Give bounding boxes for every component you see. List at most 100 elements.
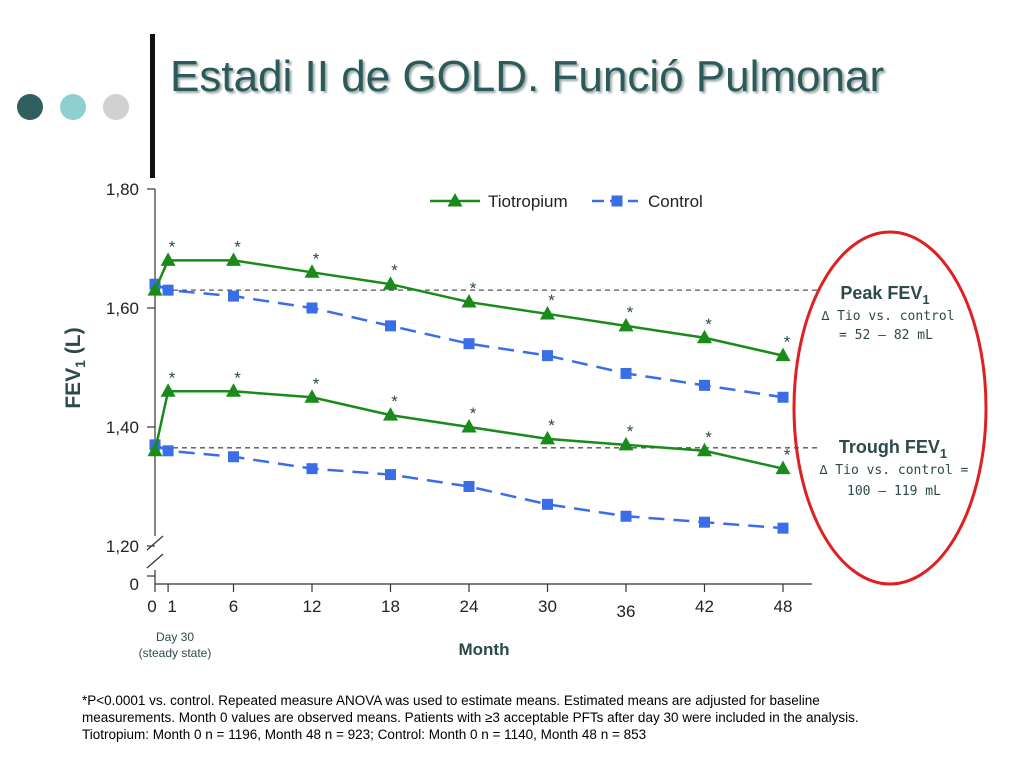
triangle-marker (226, 383, 241, 397)
triangle-marker (540, 305, 555, 320)
triangle-marker (447, 193, 463, 207)
significance-star: * (391, 392, 398, 411)
chart-series: * * * * * * * * * * * * * * * * * * (147, 237, 791, 534)
significance-star: * (313, 249, 320, 268)
significance-star: * (784, 446, 791, 465)
significance-star: * (470, 404, 477, 423)
series-ctrl_trough (149, 439, 789, 534)
footnote: *P<0.0001 vs. control. Repeated measure … (82, 692, 982, 743)
square-marker (777, 391, 789, 403)
title-divider (150, 34, 155, 178)
x-tick-label: 36 (617, 602, 636, 621)
footnote-line-3: Tiotropium: Month 0 n = 1196, Month 48 n… (82, 727, 647, 742)
x-tick-label: 1 (167, 597, 176, 616)
trough-fev1-title: Trough FEV1 (839, 437, 947, 461)
triangle-marker (697, 329, 712, 344)
slide-title: Estadi II de GOLD. Funció Pulmonar (170, 52, 885, 101)
square-marker (228, 290, 239, 302)
x-tick-label: 24 (460, 597, 479, 616)
significance-star: * (169, 237, 176, 256)
x-tick-label: 42 (695, 597, 714, 616)
square-marker (611, 195, 623, 207)
x-tick-label: 0 (147, 597, 156, 616)
chart-annotations: Peak FEV1 ∆ Tio vs. control = 52 – 82 mL Tr… (792, 230, 988, 586)
x-note-steady-state: (steady state) (139, 646, 212, 660)
y-axis-label: FEV1 (L) (62, 327, 88, 408)
series-line-ctrl_trough (154, 443, 784, 530)
triangle-marker (461, 294, 477, 308)
triangle-marker (618, 317, 634, 332)
square-marker (463, 338, 475, 350)
square-marker (162, 445, 174, 457)
square-marker (385, 320, 396, 332)
square-marker (463, 481, 475, 492)
chart-legend: Tiotropium Control (430, 192, 703, 211)
significance-star: * (470, 279, 477, 298)
x-tick-label: 12 (303, 597, 322, 616)
x-axis-label: Month (459, 640, 510, 659)
series-tio_peak: * * * * * * * * * (147, 237, 791, 362)
peak-delta-line2: = 52 – 82 mL (839, 328, 933, 343)
triangle-marker (160, 252, 176, 266)
x-tick-label: 30 (538, 597, 557, 616)
trough-delta-line1: ∆ Tio vs. control = (819, 463, 969, 478)
significance-star: * (169, 368, 176, 387)
footnote-line-2: measurements. Month 0 values are observe… (82, 710, 859, 725)
series-line-tio_trough (153, 390, 784, 470)
series-ctrl_peak (149, 278, 789, 403)
significance-star: * (627, 303, 634, 322)
y-tick-label: 1,60 (106, 299, 139, 318)
significance-star: * (234, 368, 241, 387)
square-marker (228, 451, 239, 463)
reference-lines (155, 289, 818, 449)
triangle-marker (147, 282, 163, 296)
square-marker (306, 463, 318, 475)
y-tick-label-zero: 0 (130, 575, 139, 594)
square-marker (385, 469, 396, 481)
square-marker (699, 379, 710, 391)
significance-star: * (548, 416, 555, 435)
significance-star: * (784, 333, 791, 352)
trough-delta-line2: 100 – 119 mL (847, 484, 941, 499)
significance-star: * (705, 315, 712, 334)
x-tick-label: 6 (229, 597, 238, 616)
triangle-marker (618, 436, 634, 451)
decor-dot-teal (60, 94, 86, 120)
square-marker (620, 510, 632, 522)
triangle-marker (160, 383, 176, 397)
significance-star: * (627, 422, 634, 441)
triangle-marker (775, 347, 791, 362)
triangle-marker (540, 430, 555, 445)
triangle-marker (383, 276, 398, 290)
y-tick-label: 1,40 (106, 418, 139, 437)
peak-delta-line1: ∆ Tio vs. control (820, 309, 954, 324)
significance-star: * (548, 291, 555, 310)
triangle-marker (304, 264, 320, 278)
square-marker (306, 302, 318, 314)
square-marker (542, 498, 553, 510)
y-tick-label: 1,80 (106, 180, 139, 199)
triangle-marker (147, 442, 163, 457)
decor-dot-dark (17, 94, 43, 120)
axis-break-mark (146, 535, 164, 551)
significance-star: * (234, 237, 241, 256)
x-tick-label: 18 (381, 597, 400, 616)
series-line-ctrl_peak (154, 283, 784, 399)
y-tick-label: 1,20 (106, 537, 139, 556)
series-tio_trough: * * * * * * * * * (147, 368, 791, 475)
square-marker (699, 516, 710, 528)
triangle-marker (461, 419, 477, 433)
triangle-marker (304, 389, 320, 403)
highlight-ellipse (792, 230, 988, 586)
significance-star: * (705, 428, 712, 447)
decor-dot-grey (103, 94, 129, 120)
triangle-marker (226, 252, 241, 266)
peak-fev1-title: Peak FEV1 (840, 283, 929, 307)
significance-star: * (313, 374, 320, 393)
triangle-marker (383, 407, 398, 421)
x-note-day30: Day 30 (156, 630, 194, 644)
square-marker (777, 522, 789, 534)
square-marker (542, 350, 553, 362)
